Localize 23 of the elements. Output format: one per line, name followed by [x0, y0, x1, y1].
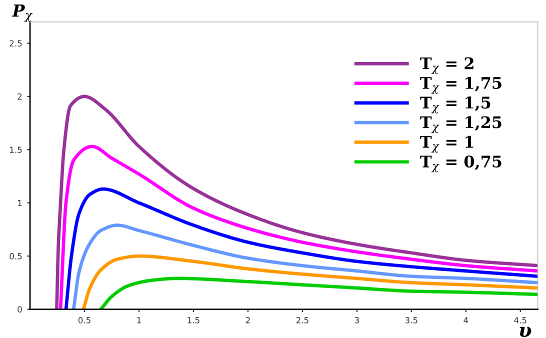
x-tick-label: 3.5 — [405, 317, 418, 324]
x-axis-title: υ — [520, 326, 532, 337]
x-tick-label: 0.5 — [78, 317, 90, 324]
x-tick-label: 3 — [354, 317, 359, 324]
x-tick-label: 1.5 — [188, 317, 200, 324]
y-tick-label: 1 — [18, 200, 22, 206]
legend-label: T$_{χ}$ = 1 — [420, 136, 474, 153]
legend-label: T$_{χ}$ = 0,75 — [420, 155, 502, 172]
y-tick-label: 0.5 — [10, 253, 22, 260]
y-tick-label: 2.5 — [10, 40, 22, 47]
x-tick-label: 2 — [246, 317, 250, 324]
x-tick-label: 4.5 — [514, 317, 526, 324]
legend-label: T$_{χ}$ = 1,5 — [420, 96, 490, 114]
x-tick-label: 1 — [137, 317, 141, 324]
legend-label: T$_{χ}$ = 2 — [420, 57, 474, 74]
x-tick-label: 2.5 — [296, 317, 308, 324]
legend-label: T$_{χ}$ = 1,75 — [420, 76, 502, 94]
legend-label: T$_{χ}$ = 1,25 — [420, 116, 502, 134]
y-tick-label: 1.5 — [10, 146, 22, 153]
y-tick-label: 2 — [18, 93, 22, 100]
y-tick-label: 0 — [18, 306, 22, 313]
y-axis-title: P$_{χ}$ — [12, 4, 33, 22]
x-tick-label: 4 — [464, 317, 468, 324]
